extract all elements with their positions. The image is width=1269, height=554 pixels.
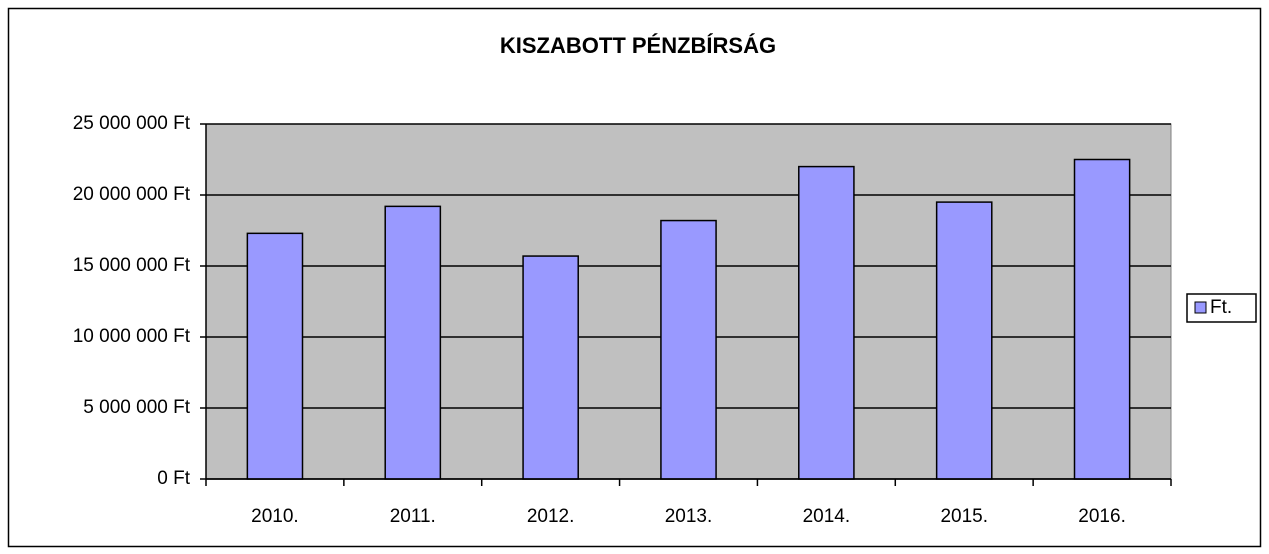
- x-tick-label: 2015.: [940, 506, 988, 527]
- chart-title: KISZABOTT PÉNZBÍRSÁG: [500, 33, 776, 58]
- x-tick-label: 2012.: [527, 506, 575, 527]
- bar: [522, 255, 579, 480]
- bar: [246, 232, 304, 480]
- legend-swatch: [1194, 301, 1207, 314]
- x-tick-label: 2010.: [251, 506, 299, 527]
- x-tick-label: 2011.: [390, 506, 436, 527]
- bar: [1073, 158, 1131, 480]
- bar: [935, 201, 993, 480]
- y-tick-label: 0 Ft: [157, 468, 190, 489]
- x-tick-label: 2014.: [803, 506, 851, 527]
- bar: [798, 165, 855, 480]
- y-tick-label: 25 000 000 Ft: [73, 113, 191, 134]
- y-tick-label: 15 000 000 Ft: [73, 255, 191, 276]
- y-tick-label: 10 000 000 Ft: [73, 326, 191, 347]
- legend-label: Ft.: [1210, 297, 1232, 318]
- x-tick-label: 2013.: [665, 506, 713, 527]
- bar: [660, 219, 717, 480]
- bar: [384, 205, 442, 480]
- y-tick-label: 20 000 000 Ft: [73, 184, 191, 205]
- x-tick-label: 2016.: [1078, 506, 1126, 527]
- y-tick-label: 5 000 000 Ft: [83, 397, 190, 418]
